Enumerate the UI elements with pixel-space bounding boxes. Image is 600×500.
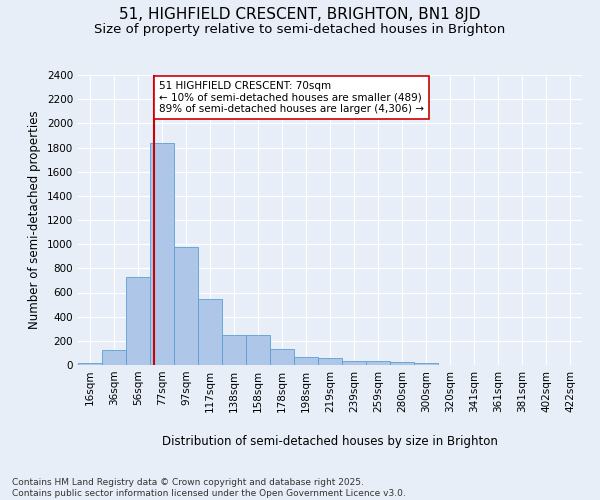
Bar [414,362,438,365]
Bar [174,246,198,365]
Bar [222,335,246,365]
Bar [198,298,222,365]
Text: Distribution of semi-detached houses by size in Brighton: Distribution of semi-detached houses by … [162,435,498,448]
Text: Contains HM Land Registry data © Crown copyright and database right 2025.
Contai: Contains HM Land Registry data © Crown c… [12,478,406,498]
Bar [78,362,102,365]
Bar [294,356,318,365]
Bar [342,361,366,365]
Bar [390,362,414,365]
Bar [102,350,126,365]
Bar [318,358,342,365]
Bar [270,350,294,365]
Y-axis label: Number of semi-detached properties: Number of semi-detached properties [28,110,41,330]
Bar [150,142,174,365]
Bar [246,335,270,365]
Text: 51 HIGHFIELD CRESCENT: 70sqm
← 10% of semi-detached houses are smaller (489)
89%: 51 HIGHFIELD CRESCENT: 70sqm ← 10% of se… [159,81,424,114]
Text: Size of property relative to semi-detached houses in Brighton: Size of property relative to semi-detach… [94,22,506,36]
Bar [366,362,390,365]
Text: 51, HIGHFIELD CRESCENT, BRIGHTON, BN1 8JD: 51, HIGHFIELD CRESCENT, BRIGHTON, BN1 8J… [119,8,481,22]
Bar [126,277,150,365]
